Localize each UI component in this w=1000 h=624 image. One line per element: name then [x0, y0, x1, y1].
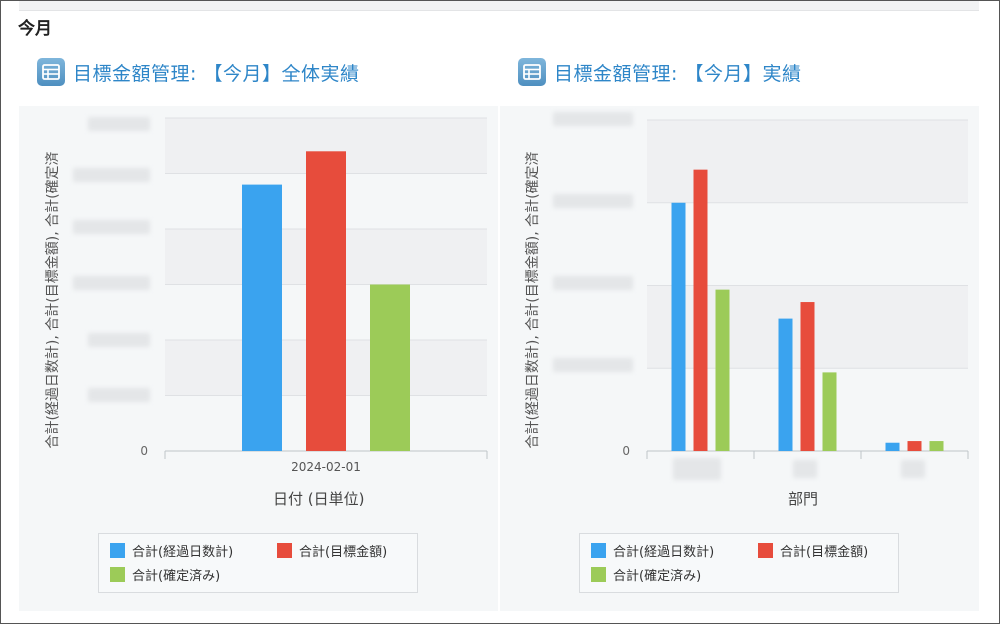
x-tick-label: 2024-02-01: [291, 460, 361, 474]
bar: [370, 284, 410, 451]
bar: [671, 202, 686, 451]
top-strip: [19, 1, 979, 11]
table-icon: [37, 58, 65, 86]
bar: [885, 442, 900, 451]
panel-header-right[interactable]: 目標金額管理: 【今月】実績: [518, 57, 801, 87]
legend-item[interactable]: 合計(目標金額): [758, 541, 868, 560]
bar: [242, 184, 282, 451]
x-axis-label-right: 部門: [788, 490, 819, 508]
bar: [715, 289, 730, 451]
bar: [693, 169, 708, 451]
bar: [778, 318, 793, 451]
panel-header-left[interactable]: 目標金額管理: 【今月】全体実績: [37, 57, 359, 87]
chart-title-left[interactable]: 目標金額管理: 【今月】全体実績: [73, 62, 360, 85]
legend-item[interactable]: 合計(目標金額): [277, 541, 387, 560]
bar: [907, 441, 922, 451]
table-icon: [518, 58, 546, 86]
legend-item[interactable]: 合計(経過日数計): [110, 541, 233, 560]
y-tick-label: 0: [622, 444, 630, 458]
x-axis-label-left: 日付 (日単位): [273, 490, 365, 508]
legend-item[interactable]: 合計(確定済み): [110, 565, 220, 584]
bar: [929, 441, 944, 451]
legend-left: 合計(経過日数計) 合計(目標金額) 合計(確定済み): [98, 533, 418, 593]
bar: [822, 372, 837, 451]
legend-item[interactable]: 合計(経過日数計): [591, 541, 714, 560]
y-axis-label-left: 合計(経過日数計), 合計(目標金額), 合計(確定済: [45, 151, 61, 449]
bar: [800, 302, 815, 451]
chart-title-right[interactable]: 目標金額管理: 【今月】実績: [554, 62, 802, 85]
legend-item[interactable]: 合計(確定済み): [591, 565, 701, 584]
y-axis-label-right: 合計(経過日数計), 合計(目標金額), 合計(確定済: [525, 151, 541, 449]
y-tick-label: 0: [140, 444, 148, 458]
section-title: 今月: [18, 19, 52, 39]
bar: [306, 151, 346, 452]
bar-chart-left: 0 2024-02-01: [140, 117, 488, 474]
legend-right: 合計(経過日数計) 合計(目標金額) 合計(確定済み): [579, 533, 899, 593]
